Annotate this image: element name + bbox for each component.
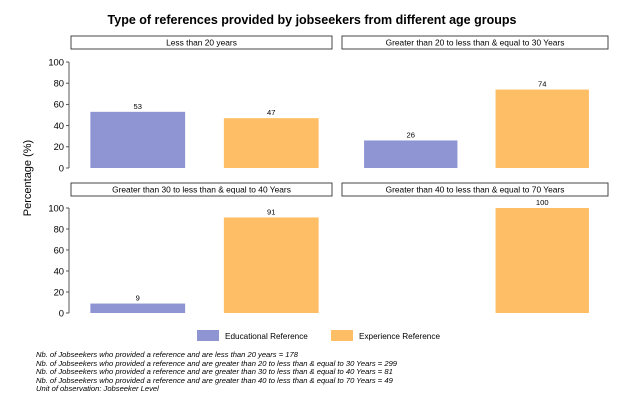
bar-educational	[364, 140, 458, 168]
data-label: 100	[536, 198, 549, 207]
y-tick-label: 80	[54, 223, 64, 234]
data-label: 47	[267, 108, 275, 117]
y-tick-label: 100	[48, 202, 64, 213]
y-tick-label: 60	[54, 244, 64, 255]
footnotes: Nb. of Jobseekers who provided a referen…	[36, 350, 398, 394]
legend-label: Experience Reference	[359, 332, 440, 341]
legend-label: Educational Reference	[225, 332, 308, 341]
footnote-line: Nb. of Jobseekers who provided a referen…	[36, 367, 393, 377]
footnote-line: Unit of observation: Jobseeker Level	[36, 384, 159, 394]
data-label: 74	[538, 80, 546, 89]
facet-label: Greater than 40 to less than & equal to …	[386, 185, 565, 195]
y-tick-label: 80	[54, 78, 64, 89]
facet-strip	[341, 35, 609, 50]
bar-experience	[223, 118, 319, 168]
y-tick-label: 100	[48, 56, 64, 67]
y-axis-label: Percentage (%)	[22, 140, 34, 216]
facet-strip	[70, 35, 333, 50]
bar-educational	[90, 111, 186, 168]
legend-swatch-educational	[197, 330, 219, 341]
data-label: 26	[407, 130, 415, 139]
y-tick-label: 20	[54, 141, 64, 152]
facet-label: Less than 20 years	[166, 38, 237, 48]
bar-experience	[223, 217, 319, 313]
footnote-line: Nb. of Jobseekers who provided a referen…	[36, 375, 393, 385]
data-label: 53	[134, 102, 142, 111]
y-tick-label: 20	[54, 286, 64, 297]
facet-strip	[70, 182, 333, 197]
footnote-line: Nb. of Jobseekers who provided a referen…	[36, 350, 298, 359]
data-label: 9	[136, 294, 140, 303]
y-tick-label: 40	[54, 120, 64, 131]
y-tick-label: 40	[54, 265, 64, 276]
bar-experience	[495, 208, 589, 313]
y-tick-label: 0	[59, 162, 64, 173]
bar-experience	[495, 89, 589, 168]
data-label: 91	[267, 207, 275, 216]
y-tick-label: 60	[54, 99, 64, 110]
facet-label: Greater than 30 to less than & equal to …	[112, 185, 291, 195]
facet-strip	[341, 182, 609, 197]
footnote-line: Nb. of Jobseekers who provided a referen…	[36, 358, 398, 368]
facet-label: Greater than 20 to less than & equal to …	[386, 38, 565, 48]
legend-swatch-experience	[331, 330, 353, 341]
y-tick-label: 0	[59, 307, 64, 318]
chart-title: Type of references provided by jobseeker…	[108, 13, 517, 27]
bar-educational	[90, 303, 186, 313]
